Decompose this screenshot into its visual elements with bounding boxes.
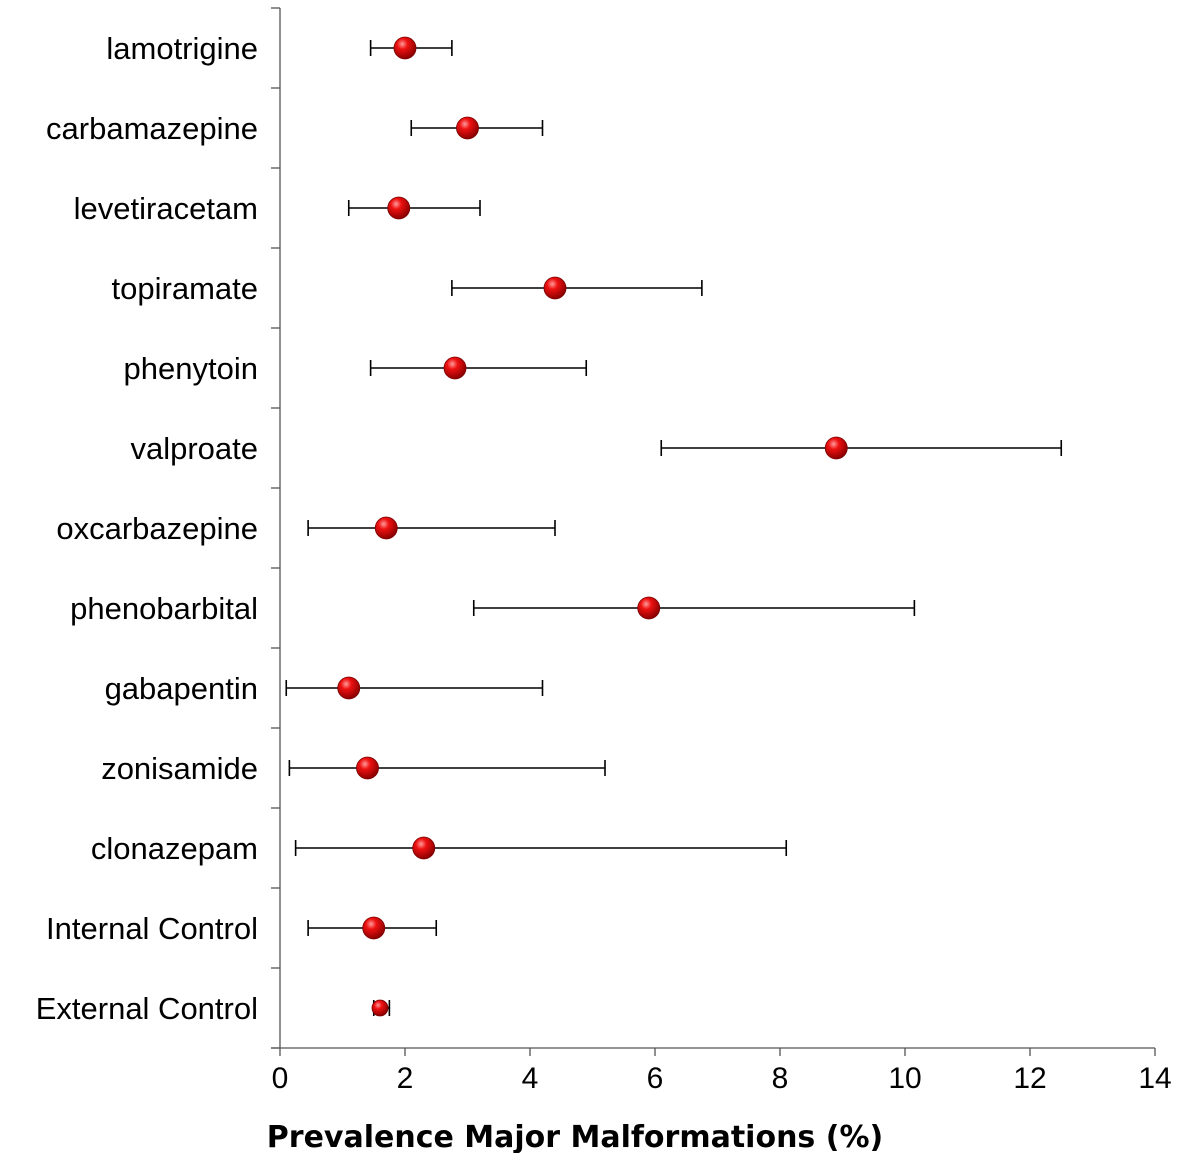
data-point	[456, 116, 479, 140]
data-point	[443, 356, 467, 380]
x-tick-label: 8	[772, 1062, 789, 1095]
category-labels: lamotrigine carbamazepine levetiracetam top…	[36, 31, 258, 1026]
x-tick-label: 0	[272, 1062, 289, 1095]
x-axis-ticks: 0 2 4 6 8 10 12 14	[272, 1048, 1172, 1095]
category-label: External Control	[36, 991, 258, 1026]
error-bar	[294, 840, 788, 856]
category-label: levetiracetam	[74, 191, 258, 226]
category-label: valproate	[130, 431, 258, 466]
error-bars	[285, 40, 1063, 1016]
category-label: Internal Control	[46, 911, 258, 946]
axes	[271, 7, 1155, 1049]
data-point	[371, 999, 389, 1017]
error-bar	[660, 440, 1063, 456]
data-point	[412, 836, 436, 860]
error-bar	[472, 600, 916, 616]
error-bar	[285, 680, 544, 696]
error-bar	[347, 200, 481, 216]
x-axis-title: Prevalence Major Malformations (%)	[267, 1120, 883, 1153]
data-point	[393, 36, 417, 60]
category-label: clonazepam	[91, 831, 258, 866]
data-point	[387, 196, 411, 220]
data-point	[824, 436, 848, 460]
data-point	[362, 916, 386, 940]
category-label: topiramate	[112, 271, 258, 306]
x-tick-label: 2	[397, 1062, 414, 1095]
x-tick-label: 14	[1138, 1062, 1171, 1095]
x-tick-label: 6	[647, 1062, 664, 1095]
error-bar	[307, 520, 556, 536]
category-label: oxcarbazepine	[56, 511, 258, 546]
data-point	[637, 596, 661, 620]
data-point	[337, 676, 361, 700]
error-bar	[451, 280, 703, 296]
data-point	[543, 276, 567, 300]
x-tick-label: 10	[888, 1062, 921, 1095]
category-label: gabapentin	[105, 671, 258, 706]
category-label: phenobarbital	[70, 591, 258, 626]
error-bar	[288, 760, 606, 776]
data-point	[356, 756, 379, 780]
category-label: phenytoin	[124, 351, 258, 386]
x-tick-label: 12	[1013, 1062, 1046, 1095]
category-label: lamotrigine	[106, 31, 258, 66]
data-points	[337, 36, 848, 1017]
category-label: carbamazepine	[46, 111, 258, 146]
error-bar	[369, 360, 588, 376]
category-label: zonisamide	[101, 751, 258, 786]
x-tick-label: 4	[522, 1062, 539, 1095]
data-point	[374, 516, 398, 540]
